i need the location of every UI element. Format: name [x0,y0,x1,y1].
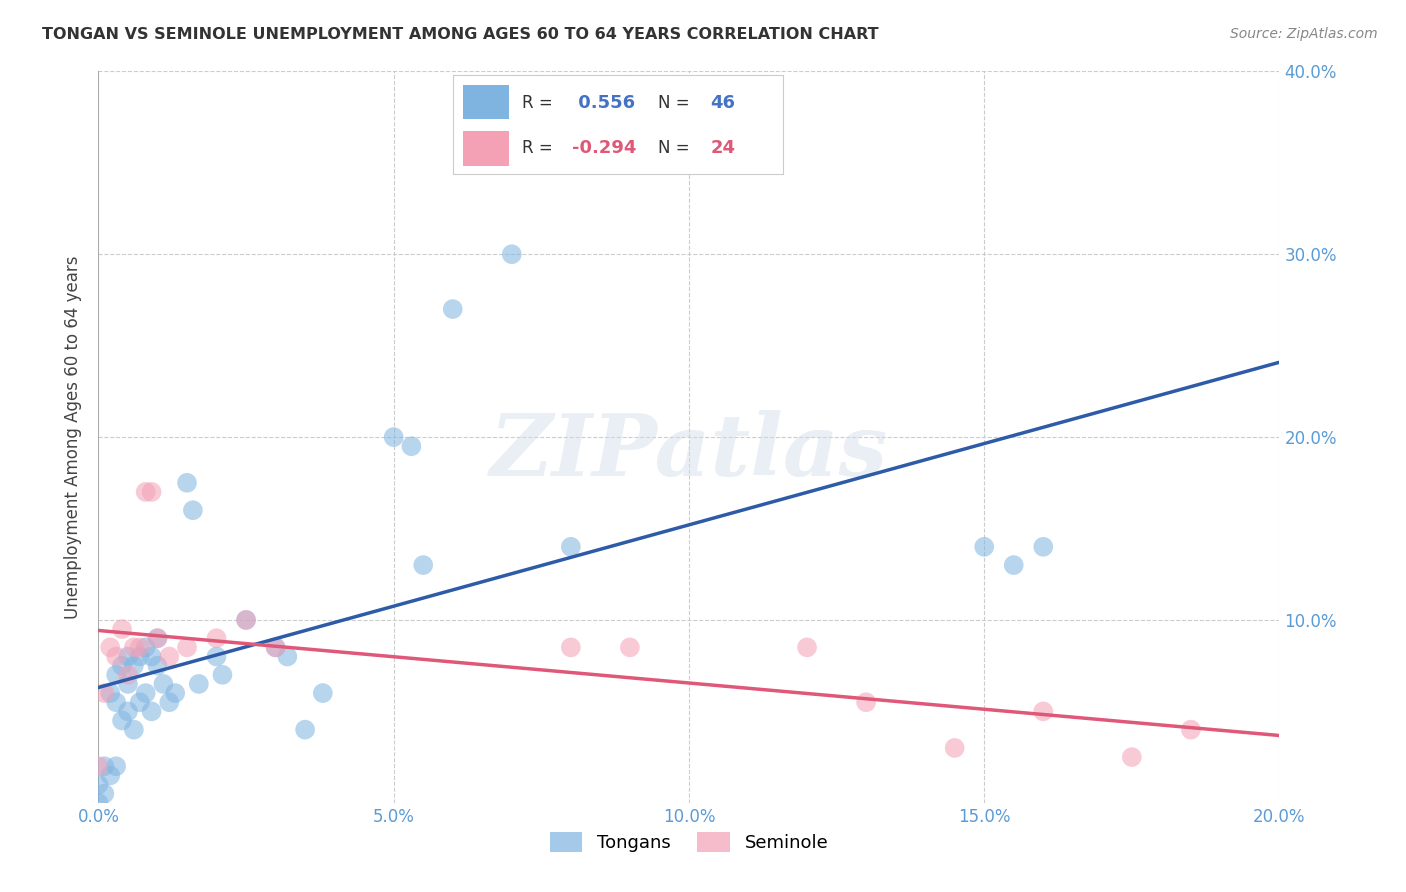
Point [128,640,150,655]
Point [855,695,877,709]
Point [1032,705,1054,719]
Y-axis label: Unemployment Among Ages 60 to 64 years: Unemployment Among Ages 60 to 64 years [65,255,83,619]
Point [205,649,228,664]
Point [128,649,150,664]
Point [93,787,115,801]
Point [181,503,204,517]
Point [111,622,134,636]
Point [146,658,169,673]
Point [105,695,128,709]
Point [441,301,464,317]
Point [176,475,198,490]
Point [165,686,187,700]
Point [973,540,995,554]
Point [157,695,180,709]
Text: TONGAN VS SEMINOLE UNEMPLOYMENT AMONG AGES 60 TO 64 YEARS CORRELATION CHART: TONGAN VS SEMINOLE UNEMPLOYMENT AMONG AG… [42,27,879,42]
Point [205,632,228,646]
Point [135,485,157,500]
Point [619,640,641,655]
Point [1002,558,1025,573]
Point [135,640,157,655]
Point [187,677,209,691]
Point [264,640,287,655]
Legend: Tongans, Seminole: Tongans, Seminole [543,824,835,860]
Point [501,247,523,261]
Point [98,640,121,655]
Point [176,640,198,655]
Point [943,740,966,755]
Point [87,759,110,773]
Point [141,705,163,719]
Point [276,649,298,664]
Point [105,667,128,681]
Point [141,485,163,500]
Point [1180,723,1202,737]
Point [117,705,139,719]
Point [105,649,128,664]
Point [93,686,115,700]
Point [412,558,434,573]
Point [122,658,145,673]
Point [146,632,169,646]
Point [117,677,139,691]
Point [141,649,163,664]
Point [122,723,145,737]
Point [235,613,257,627]
Point [146,632,169,646]
Point [93,759,115,773]
Point [157,649,180,664]
Point [111,714,134,728]
Point [235,613,257,627]
Point [401,439,423,453]
Point [105,759,128,773]
Point [128,695,150,709]
Point [560,640,582,655]
Point [135,686,157,700]
Point [117,667,139,681]
Text: ZIPatlas: ZIPatlas [489,410,889,493]
Point [98,686,121,700]
Point [312,686,335,700]
Point [1032,540,1054,554]
Text: Source: ZipAtlas.com: Source: ZipAtlas.com [1230,27,1378,41]
Point [152,677,174,691]
Point [796,640,818,655]
Point [211,667,233,681]
Point [98,768,121,782]
Point [1121,750,1143,764]
Point [87,778,110,792]
Point [87,796,110,810]
Point [294,723,316,737]
Point [560,540,582,554]
Point [382,430,405,444]
Point [122,640,145,655]
Point [111,658,134,673]
Point [117,649,139,664]
Point [264,640,287,655]
